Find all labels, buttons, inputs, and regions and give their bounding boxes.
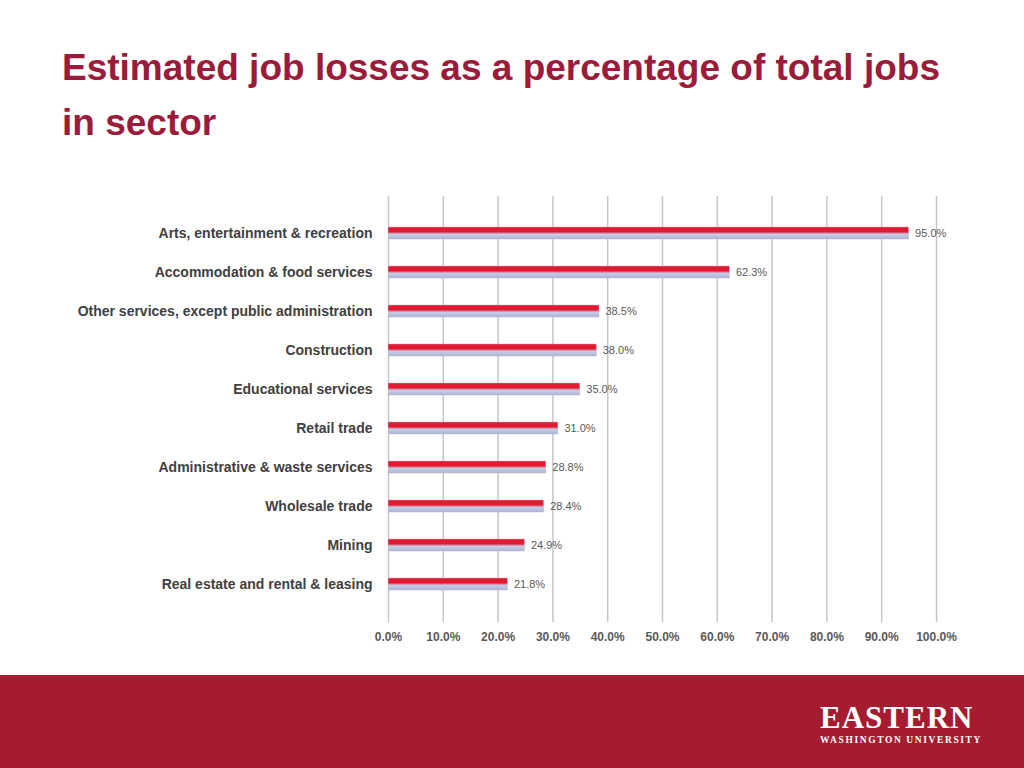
svg-text:Real estate and rental & leasi: Real estate and rental & leasing [162, 576, 373, 592]
svg-text:Administrative & waste service: Administrative & waste services [159, 459, 373, 475]
svg-text:95.0%: 95.0% [915, 227, 946, 239]
html-text:EASTERN: EASTERN [820, 700, 974, 735]
svg-text:100.0%: 100.0% [916, 630, 957, 644]
svg-text:Wholesale trade: Wholesale trade [265, 498, 373, 514]
html-text:Estimated job losses as a perc: Estimated job losses as a percentage of … [62, 47, 940, 143]
svg-text:Arts, entertainment & recreati: Arts, entertainment & recreation [159, 225, 373, 241]
svg-text:28.8%: 28.8% [552, 461, 583, 473]
svg-text:Educational services: Educational services [233, 381, 373, 397]
svg-text:60.0%: 60.0% [700, 630, 734, 644]
svg-text:Accommodation & food services: Accommodation & food services [155, 264, 373, 280]
svg-text:30.0%: 30.0% [536, 630, 570, 644]
svg-text:62.3%: 62.3% [736, 266, 767, 278]
svg-text:35.0%: 35.0% [586, 383, 617, 395]
svg-text:Construction: Construction [285, 342, 372, 358]
svg-text:21.8%: 21.8% [514, 578, 545, 590]
svg-text:38.5%: 38.5% [605, 305, 636, 317]
svg-text:28.4%: 28.4% [550, 500, 581, 512]
svg-text:24.9%: 24.9% [531, 539, 562, 551]
svg-text:10.0%: 10.0% [426, 630, 460, 644]
svg-text:20.0%: 20.0% [481, 630, 515, 644]
svg-text:Retail trade: Retail trade [296, 420, 372, 436]
svg-text:Mining: Mining [327, 537, 372, 553]
svg-text:70.0%: 70.0% [755, 630, 789, 644]
html-text:WASHINGTON UNIVERSITY: WASHINGTON UNIVERSITY [820, 735, 982, 745]
svg-text:38.0%: 38.0% [603, 344, 634, 356]
svg-text:40.0%: 40.0% [591, 630, 625, 644]
svg-text:80.0%: 80.0% [810, 630, 844, 644]
svg-text:0.0%: 0.0% [375, 630, 403, 644]
svg-text:50.0%: 50.0% [645, 630, 679, 644]
svg-text:90.0%: 90.0% [865, 630, 899, 644]
svg-text:Other services, except public: Other services, except public administra… [78, 303, 373, 319]
svg-text:31.0%: 31.0% [564, 422, 595, 434]
